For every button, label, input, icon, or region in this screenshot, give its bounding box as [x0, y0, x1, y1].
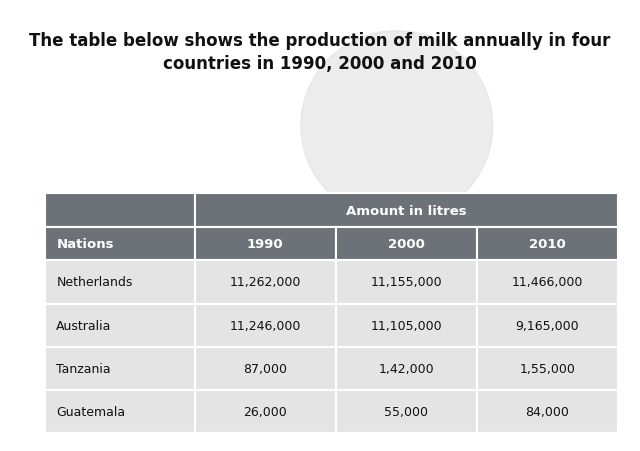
Text: 11,466,000: 11,466,000 [511, 276, 583, 289]
Text: 2010: 2010 [529, 238, 566, 251]
FancyBboxPatch shape [477, 227, 618, 261]
FancyBboxPatch shape [45, 304, 195, 347]
FancyBboxPatch shape [195, 194, 618, 227]
FancyBboxPatch shape [45, 227, 195, 261]
Text: Tanzania: Tanzania [56, 362, 111, 375]
Text: 84,000: 84,000 [525, 405, 570, 418]
FancyBboxPatch shape [195, 304, 335, 347]
FancyBboxPatch shape [335, 261, 477, 304]
Text: 11,155,000: 11,155,000 [371, 276, 442, 289]
FancyBboxPatch shape [335, 227, 477, 261]
FancyBboxPatch shape [45, 390, 195, 433]
FancyBboxPatch shape [335, 304, 477, 347]
FancyBboxPatch shape [477, 347, 618, 390]
FancyBboxPatch shape [45, 261, 195, 304]
Text: 26,000: 26,000 [243, 405, 287, 418]
Text: 11,105,000: 11,105,000 [371, 319, 442, 332]
Text: The table below shows the production of milk annually in four
countries in 1990,: The table below shows the production of … [29, 32, 611, 73]
FancyBboxPatch shape [195, 227, 335, 261]
Text: Australia: Australia [56, 319, 112, 332]
FancyBboxPatch shape [335, 347, 477, 390]
Text: Netherlands: Netherlands [56, 276, 132, 289]
FancyBboxPatch shape [195, 261, 335, 304]
Text: 1,55,000: 1,55,000 [520, 362, 575, 375]
Text: 9,165,000: 9,165,000 [516, 319, 579, 332]
FancyBboxPatch shape [477, 304, 618, 347]
FancyBboxPatch shape [45, 194, 195, 227]
FancyBboxPatch shape [477, 261, 618, 304]
Text: 11,262,000: 11,262,000 [229, 276, 301, 289]
Text: 1,42,000: 1,42,000 [378, 362, 434, 375]
FancyBboxPatch shape [195, 347, 335, 390]
Text: Guatemala: Guatemala [56, 405, 125, 418]
FancyBboxPatch shape [477, 390, 618, 433]
Text: 2000: 2000 [388, 238, 425, 251]
Text: 87,000: 87,000 [243, 362, 287, 375]
Text: Amount in litres: Amount in litres [346, 204, 467, 217]
Text: 1990: 1990 [247, 238, 284, 251]
Text: Nations: Nations [56, 238, 114, 251]
FancyBboxPatch shape [195, 390, 335, 433]
Text: 55,000: 55,000 [384, 405, 428, 418]
FancyBboxPatch shape [45, 347, 195, 390]
FancyBboxPatch shape [335, 390, 477, 433]
Text: 11,246,000: 11,246,000 [229, 319, 301, 332]
